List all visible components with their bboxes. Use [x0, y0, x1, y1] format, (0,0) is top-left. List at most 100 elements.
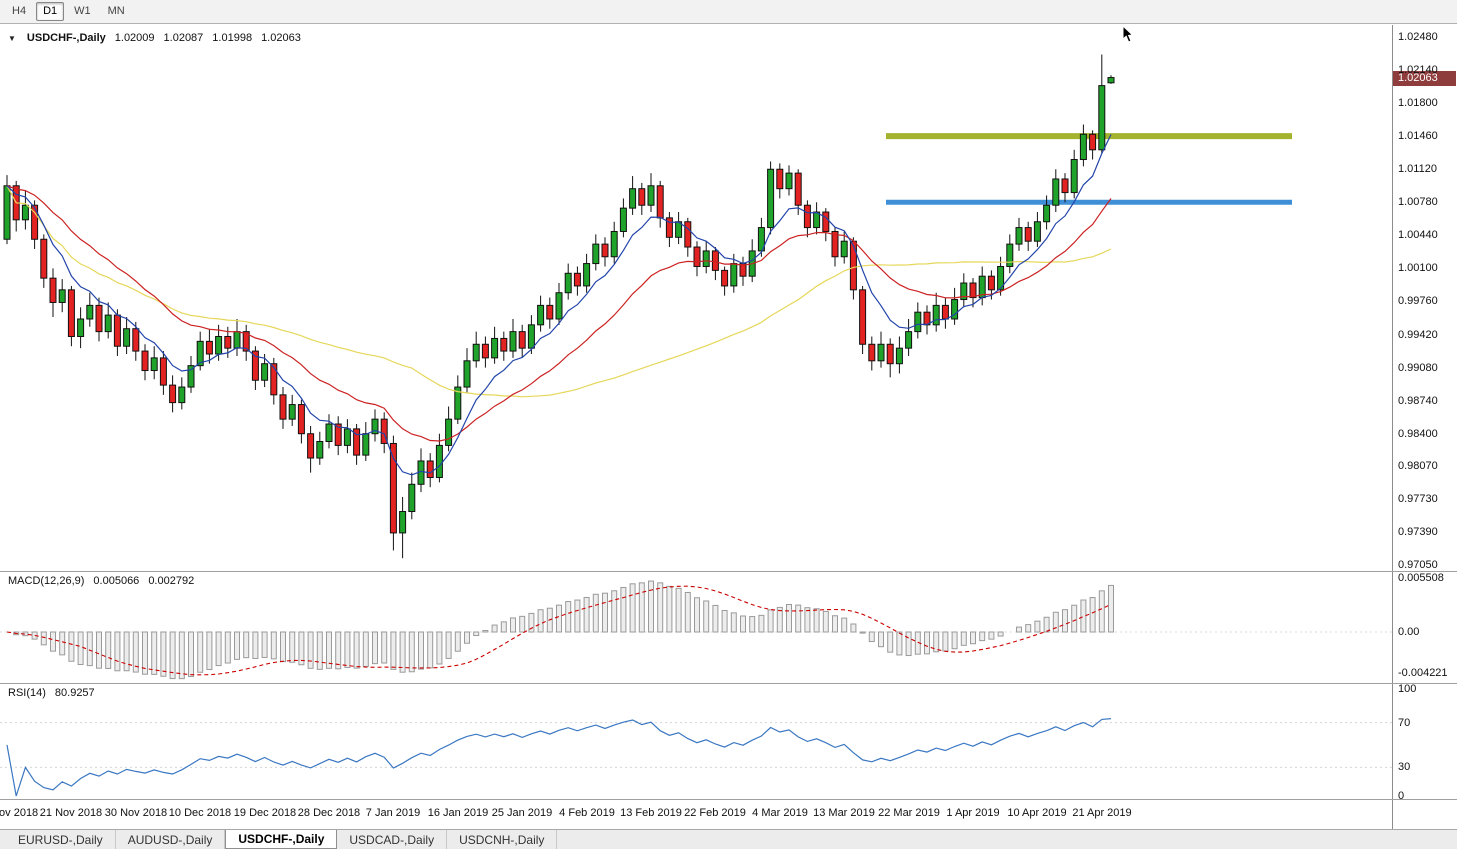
candle-body [86, 304, 94, 320]
candle-body [445, 418, 453, 446]
macd-histogram-bar [142, 631, 148, 675]
macd-histogram-bar [464, 631, 470, 644]
macd-histogram-bar [1052, 611, 1059, 633]
macd-histogram-bar [289, 631, 296, 663]
candle-body [233, 331, 241, 349]
candle-body [1043, 204, 1051, 223]
candlestick-chart-canvas[interactable] [0, 25, 1392, 571]
rsi-value: 80.9257 [54, 687, 95, 699]
moving-average-slow [6, 185, 1112, 398]
macd-histogram-bar [951, 631, 958, 650]
tab-eurusd[interactable]: EURUSD-,Daily [6, 830, 116, 849]
macd-histogram-bar [832, 615, 838, 633]
macd-histogram-bar [372, 631, 378, 665]
candle-body [435, 444, 443, 478]
macd-histogram-bar [795, 604, 802, 633]
chart-title: ▼ USDCHF-,Daily 1.02009 1.02087 1.01998 … [8, 32, 301, 44]
macd-scale-label: 0.005508 [1398, 572, 1444, 584]
candle-body [270, 363, 278, 396]
timeframe-button-d1[interactable]: D1 [36, 2, 65, 21]
timeframe-button-w1[interactable]: W1 [67, 2, 98, 21]
price-tick-label: 0.98400 [1398, 428, 1438, 440]
macd-histogram-bar [298, 631, 305, 666]
macd-histogram-bar [436, 631, 443, 665]
candle-body [40, 238, 48, 279]
macd-histogram-bar [1071, 604, 1078, 633]
macd-histogram-bar [418, 631, 424, 670]
macd-chart-canvas[interactable] [0, 572, 1392, 683]
macd-histogram-bar [40, 631, 47, 646]
tab-usdcnh[interactable]: USDCNH-,Daily [447, 830, 558, 849]
candle-body [1024, 227, 1032, 242]
tab-usdcad[interactable]: USDCAD-,Daily [337, 830, 448, 849]
candle-body [905, 331, 913, 349]
mouse-cursor-icon [1122, 26, 1136, 44]
rsi-chart-canvas[interactable] [0, 684, 1392, 799]
candle-body [3, 185, 11, 240]
macd-histogram-bar [740, 615, 746, 633]
macd-histogram-bar [261, 631, 268, 658]
macd-histogram-bar [160, 631, 167, 677]
candle-body [877, 343, 885, 362]
candle-body [454, 386, 462, 420]
panel-divider [0, 571, 1457, 572]
rsi-indicator-panel[interactable]: RSI(14) 80.9257 [0, 684, 1392, 799]
date-label: 4 Mar 2019 [752, 807, 808, 819]
candle-body [960, 282, 968, 301]
candle-body [868, 343, 876, 362]
candle-body [307, 433, 315, 459]
macd-histogram-bar [206, 631, 213, 671]
price-axis[interactable]: 1.02063 1.02480 1.02140 1.01800 1.01460 1.01… [1393, 25, 1457, 829]
timeframe-button-h4[interactable]: H4 [5, 2, 33, 21]
candle-body [491, 337, 499, 359]
candle-body [325, 423, 333, 443]
macd-histogram-bar [905, 631, 912, 657]
date-label: 30 Nov 2018 [104, 807, 168, 819]
price-tick-label: 1.00780 [1398, 196, 1438, 208]
candle-body [803, 204, 811, 229]
candle-body [527, 324, 535, 349]
timeframe-button-mn[interactable]: MN [101, 2, 132, 21]
price-chart-panel[interactable]: ▼ USDCHF-,Daily 1.02009 1.02087 1.01998 … [0, 25, 1392, 571]
candle-body [647, 185, 655, 206]
macd-signal-line [6, 585, 1112, 676]
price-tick-label: 1.01120 [1398, 163, 1437, 175]
candle-body [509, 331, 517, 352]
candle-body [665, 217, 673, 238]
candle-body [215, 335, 223, 355]
macd-histogram-bar [556, 604, 562, 633]
candle-body [693, 246, 701, 267]
macd-histogram-bar [841, 617, 848, 633]
candle-body [1098, 85, 1106, 151]
macd-histogram-bar [408, 631, 415, 673]
macd-histogram-bar [988, 631, 995, 640]
macd-histogram-bar [592, 593, 599, 633]
symbol-label: USDCHF-,Daily [26, 32, 106, 44]
macd-histogram-bar [528, 612, 535, 633]
date-label: 22 Mar 2019 [878, 807, 940, 819]
candle-body [721, 269, 729, 287]
price-tick-label: 1.01460 [1398, 130, 1438, 142]
macd-histogram-bar [215, 631, 222, 667]
candle-body [619, 207, 627, 232]
candle-body [169, 384, 177, 404]
tab-audusd[interactable]: AUDUSD-,Daily [116, 830, 226, 849]
tab-usdchf[interactable]: USDCHF-,Daily [225, 830, 338, 849]
candle-body [362, 433, 370, 456]
candle-body [767, 168, 775, 229]
candle-body [1015, 227, 1023, 245]
candle-body [334, 423, 342, 446]
candle-body [601, 243, 609, 258]
date-label: 10 Apr 2019 [1007, 807, 1067, 819]
candle-body [196, 340, 204, 367]
candle-body [1089, 133, 1097, 151]
macd-histogram-bar [280, 631, 286, 663]
candle-body [684, 221, 692, 248]
macd-indicator-panel[interactable]: MACD(12,26,9) 0.005066 0.002792 [0, 572, 1392, 683]
candle-body [380, 418, 388, 444]
macd-histogram-bar [758, 614, 765, 633]
price-tick-label: 0.97390 [1398, 526, 1438, 538]
date-label: 25 Jan 2019 [491, 807, 553, 819]
macd-histogram-bar [197, 631, 204, 673]
